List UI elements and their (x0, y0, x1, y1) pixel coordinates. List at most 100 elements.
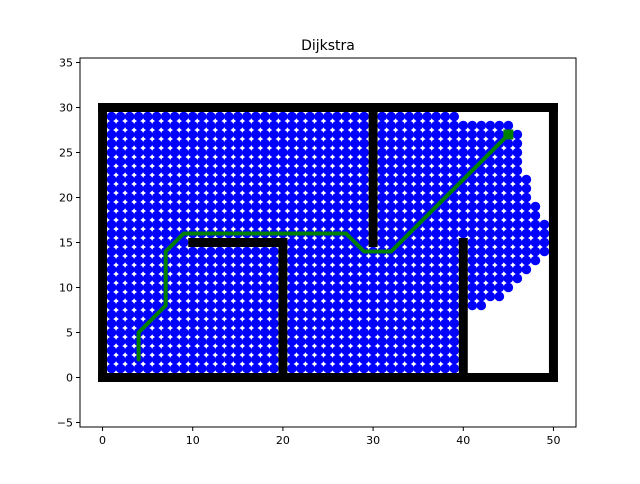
visited-node (260, 291, 270, 302)
visited-node (224, 138, 234, 149)
visited-node (115, 345, 126, 356)
visited-node (133, 255, 144, 266)
visited-node (332, 156, 342, 167)
visited-node (178, 336, 189, 347)
visited-node (242, 345, 252, 356)
visited-node (359, 309, 369, 320)
visited-node (395, 309, 405, 320)
visited-node (214, 291, 225, 302)
visited-node (485, 165, 496, 176)
visited-node (341, 192, 351, 203)
visited-node (485, 174, 496, 185)
visited-node (224, 318, 234, 329)
visited-node (169, 345, 180, 356)
visited-node (115, 120, 126, 131)
visited-node (142, 264, 153, 275)
visited-node (350, 228, 360, 239)
visited-node (160, 201, 171, 212)
visited-node (530, 219, 541, 230)
visited-node (440, 174, 451, 185)
visited-node (269, 138, 279, 149)
visited-node (431, 237, 442, 248)
visited-node (151, 363, 162, 374)
visited-node (169, 327, 180, 338)
visited-node (494, 255, 505, 266)
visited-node (178, 246, 189, 257)
visited-node (251, 192, 261, 203)
visited-node (368, 345, 378, 356)
visited-node (214, 174, 225, 185)
visited-node (476, 273, 487, 284)
visited-node (449, 237, 460, 248)
visited-node (214, 318, 225, 329)
visited-node (404, 327, 414, 338)
visited-node (359, 183, 369, 194)
visited-node (305, 354, 315, 365)
visited-node (160, 192, 171, 203)
visited-node (404, 147, 414, 158)
visited-node (476, 246, 487, 257)
visited-node (323, 327, 333, 338)
visited-node (178, 300, 189, 311)
visited-node (178, 345, 189, 356)
visited-node (503, 174, 514, 185)
visited-node (233, 219, 243, 230)
visited-node (187, 336, 198, 347)
visited-node (404, 156, 414, 167)
visited-node (269, 192, 279, 203)
visited-node (124, 363, 135, 374)
visited-node (296, 309, 306, 320)
visited-node (332, 111, 342, 122)
visited-node (251, 210, 261, 221)
visited-node (395, 129, 405, 140)
visited-node (377, 165, 387, 176)
visited-node (449, 300, 460, 311)
visited-node (494, 201, 505, 212)
x-tick-label: 30 (366, 434, 380, 447)
visited-node (413, 354, 423, 365)
visited-node (494, 228, 505, 239)
visited-node (151, 264, 162, 275)
visited-node (503, 219, 514, 230)
visited-node (431, 219, 442, 230)
visited-node (386, 129, 396, 140)
visited-node (178, 129, 189, 140)
visited-node (251, 147, 261, 158)
visited-node (431, 309, 442, 320)
visited-node (485, 273, 496, 284)
visited-node (485, 282, 496, 293)
visited-node (287, 300, 297, 311)
visited-node (287, 210, 297, 221)
visited-node (133, 363, 144, 374)
visited-node (160, 327, 171, 338)
visited-node (440, 156, 451, 167)
visited-node (341, 111, 351, 122)
visited-node (440, 345, 451, 356)
visited-node (142, 183, 153, 194)
visited-node (521, 255, 532, 266)
visited-node (440, 336, 451, 347)
visited-node (458, 120, 469, 131)
visited-node (251, 255, 261, 266)
visited-node (530, 246, 541, 257)
visited-node (160, 147, 171, 158)
visited-node (169, 354, 180, 365)
visited-node (187, 192, 198, 203)
visited-node (106, 165, 117, 176)
x-tick-label: 50 (546, 434, 560, 447)
visited-node (332, 219, 342, 230)
visited-node (395, 120, 405, 131)
visited-node (440, 264, 451, 275)
visited-node (242, 165, 252, 176)
visited-node (404, 201, 414, 212)
visited-node (196, 156, 207, 167)
visited-node (187, 219, 198, 230)
visited-node (133, 129, 144, 140)
visited-node (440, 120, 451, 131)
visited-node (377, 309, 387, 320)
visited-node (404, 174, 414, 185)
visited-node (287, 237, 297, 248)
visited-node (503, 183, 514, 194)
visited-node (287, 165, 297, 176)
visited-node (187, 201, 198, 212)
